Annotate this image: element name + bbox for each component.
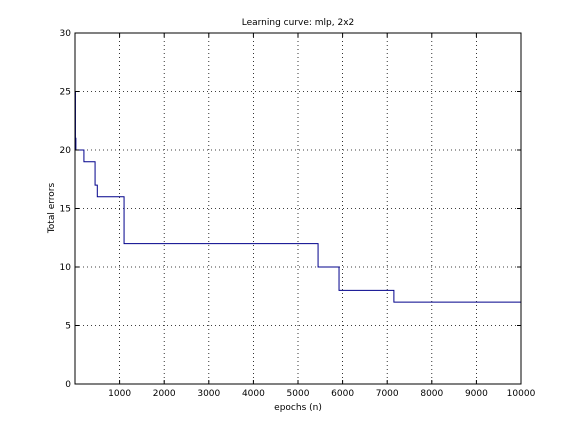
x-tick-label: 4000 <box>242 389 265 399</box>
x-tick-label: 5000 <box>287 389 310 399</box>
x-tick-label: 8000 <box>420 389 443 399</box>
x-axis-label: epochs (n) <box>274 403 322 413</box>
y-tick-label: 15 <box>60 205 71 215</box>
y-tick-label: 10 <box>60 263 72 273</box>
x-tick-label: 6000 <box>331 389 354 399</box>
y-tick-label: 0 <box>65 380 71 390</box>
y-tick-label: 5 <box>65 322 71 332</box>
grid-lines <box>75 33 521 384</box>
x-tick-label: 9000 <box>465 389 488 399</box>
tick-labels: 1000 2000 3000 4000 5000 6000 7000 8000 9000 1000… <box>60 29 536 399</box>
axis-ticks <box>74 32 522 385</box>
y-axis-label: Total errors <box>47 183 57 235</box>
series-layer <box>74 91 521 303</box>
x-tick-label: 1000 <box>108 389 131 399</box>
x-tick-label: 7000 <box>376 389 399 399</box>
x-tick-label: 2000 <box>153 389 176 399</box>
x-tick-label: 3000 <box>197 389 220 399</box>
chart-title: Learning curve: mlp, 2x2 <box>242 18 355 28</box>
y-tick-label: 25 <box>60 88 71 98</box>
series-line <box>74 91 521 303</box>
x-tick-label: 10000 <box>507 389 536 399</box>
y-tick-label: 30 <box>60 29 72 39</box>
y-tick-label: 20 <box>60 146 72 156</box>
